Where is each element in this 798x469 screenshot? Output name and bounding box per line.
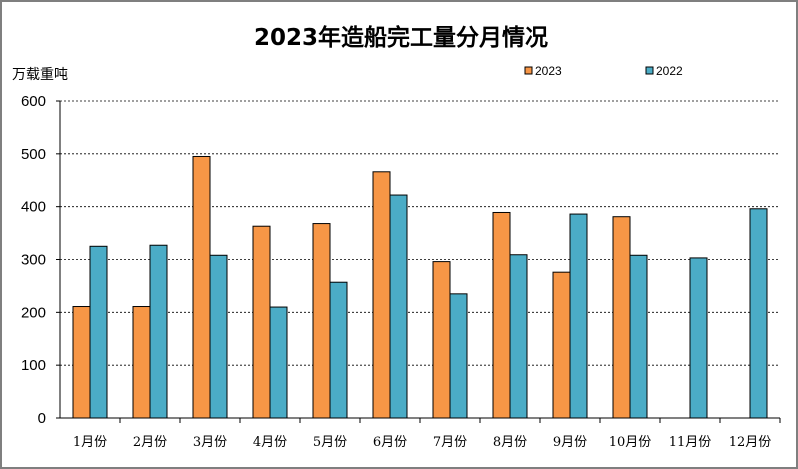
y-tick-label: 400	[21, 199, 46, 216]
legend-item-2022: 2022	[645, 64, 683, 78]
x-tick-label: 2月份	[133, 435, 167, 450]
bar-2022-6	[389, 194, 408, 419]
bar-2022-2	[149, 244, 168, 419]
legend-swatch	[645, 66, 654, 75]
bar-2023-2	[132, 306, 151, 419]
bar-2023-8	[492, 211, 511, 419]
bar-2022-3	[209, 254, 228, 419]
bar-2023-7	[432, 261, 451, 419]
x-tick-label: 5月份	[313, 435, 347, 450]
x-tick-label: 4月份	[253, 435, 287, 450]
axes	[56, 100, 781, 423]
x-tick-label: 9月份	[553, 435, 587, 450]
bar-2023-5	[312, 223, 331, 419]
bar-2023-9	[552, 271, 571, 419]
legend: 2023 2022	[524, 64, 683, 78]
x-tick-label: 1月份	[73, 435, 107, 450]
x-tick-label: 7月份	[433, 435, 467, 450]
bar-2022-1	[89, 245, 108, 419]
x-tick-label: 12月份	[729, 435, 772, 450]
chart-title: 2023年造船完工量分月情况	[254, 24, 548, 51]
x-tick-label: 10月份	[609, 435, 652, 450]
x-tick-label: 6月份	[373, 435, 407, 450]
bar-2023-10	[612, 216, 631, 419]
legend-item-2023: 2023	[524, 64, 562, 78]
gridlines	[60, 100, 780, 366]
y-tick-label: 600	[21, 93, 46, 110]
legend-swatch	[524, 66, 533, 75]
bar-2023-6	[372, 171, 391, 419]
bar-2022-11	[689, 257, 708, 419]
x-tick-label: 11月份	[669, 435, 712, 450]
bar-2022-9	[569, 213, 588, 419]
bar-2023-4	[252, 225, 271, 419]
legend-label: 2023	[535, 64, 562, 78]
bar-2022-12	[749, 208, 768, 419]
y-tick-label: 0	[38, 410, 46, 427]
y-axis-label: 万载重吨	[12, 67, 68, 83]
y-tick-label: 300	[21, 252, 46, 269]
bar-2022-10	[629, 254, 648, 419]
y-tick-label: 500	[21, 146, 46, 163]
bar-2022-8	[509, 254, 528, 419]
bar-2022-7	[449, 293, 468, 419]
x-tick-labels: 1月份 2月份 3月份 4月份 5月份 6月份 7月份 8月份 9月份 10月份 11月份 12月份	[73, 435, 771, 450]
bar-2023-3	[192, 155, 211, 419]
y-tick-label: 200	[21, 304, 46, 321]
y-tick-label: 100	[21, 357, 46, 374]
bar-2022-5	[329, 281, 348, 419]
bars	[72, 155, 768, 419]
x-tick-label: 8月份	[493, 435, 527, 450]
y-tick-labels: 0 100 200 300 400 500 600	[21, 93, 46, 427]
bar-2022-4	[269, 306, 288, 419]
legend-label: 2022	[656, 64, 683, 78]
bar-2023-1	[72, 306, 91, 419]
x-tick-label: 3月份	[193, 435, 227, 450]
